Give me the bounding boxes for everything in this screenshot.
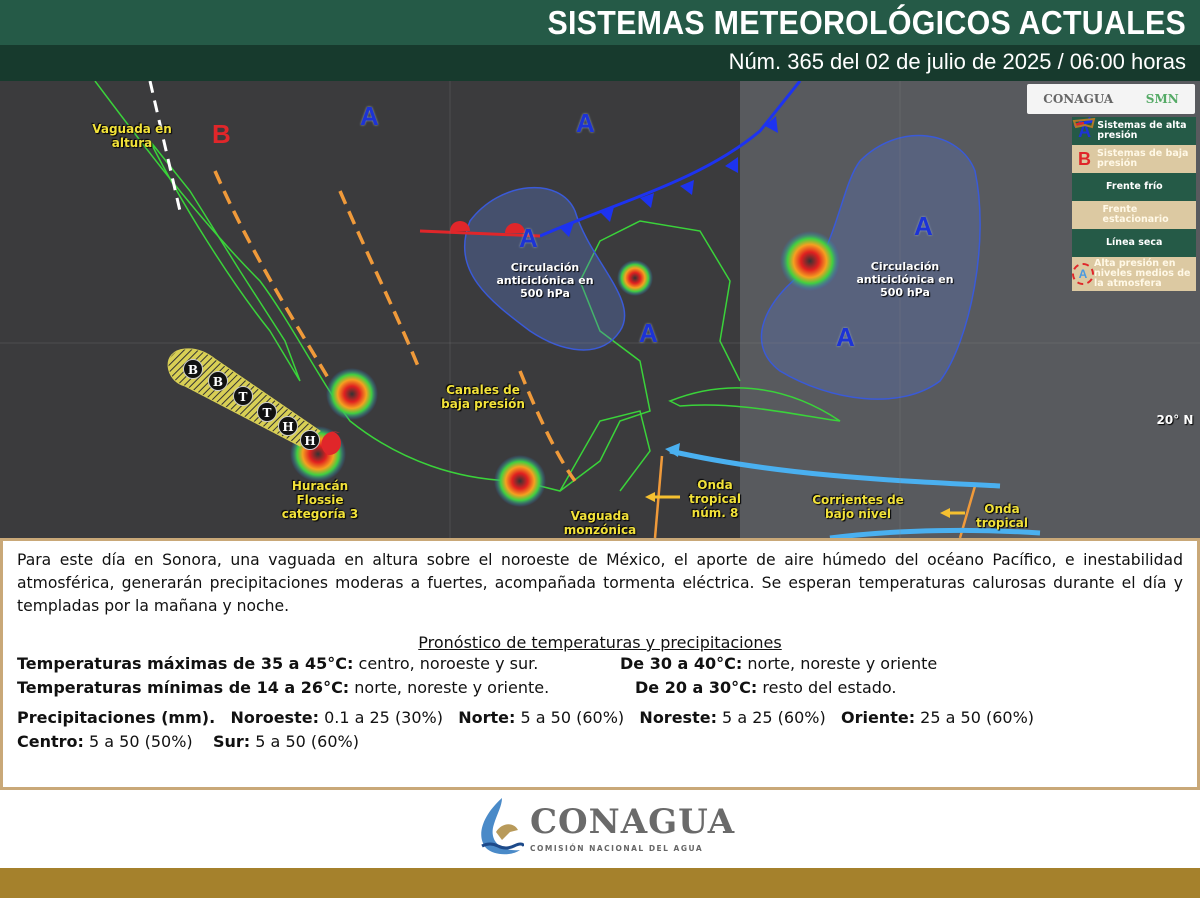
forecast-title: Pronóstico de temperaturas y precipitaci…	[418, 633, 782, 652]
map-overlay	[0, 81, 1200, 538]
footer: CONAGUA COMISIÓN NACIONAL DEL AGUA	[0, 790, 1200, 868]
hurricane-icon	[321, 431, 342, 456]
min-temperature-row: Temperaturas mínimas de 14 a 26°C: norte…	[17, 676, 1183, 700]
label-hurricane: Huracán Flossie categoría 3	[281, 479, 359, 521]
legend-label: Línea seca	[1106, 237, 1163, 248]
title-bar: SISTEMAS METEOROLÓGICOS ACTUALES	[0, 0, 1200, 45]
bulletin-number-date: Núm. 365 del 02 de julio de 2025 / 06:00…	[728, 49, 1186, 74]
anticyclone-area-west	[464, 186, 626, 351]
region-name: Noroeste:	[230, 708, 319, 727]
legend-label: Sistemas de baja presión	[1096, 148, 1189, 169]
low-pressure-channel-1	[213, 170, 332, 382]
cuba	[668, 387, 841, 422]
tmax-value2: norte, noreste y oriente	[742, 654, 938, 673]
region-name: Sur:	[213, 732, 251, 751]
baja-california	[149, 140, 301, 382]
legend-label: Frente frío	[1106, 181, 1163, 192]
legend-item-low: B Sistemas de baja presión	[1072, 145, 1196, 173]
max-temperature-row: Temperaturas máximas de 35 a 45°C: centr…	[17, 652, 1183, 676]
tmin-label2: De 20 a 30°C:	[635, 678, 758, 697]
stationary-front	[419, 229, 541, 238]
high-pressure-symbol: A	[519, 223, 538, 253]
agency-logos: CONAGUA SMN	[1027, 84, 1195, 114]
convection	[617, 260, 653, 296]
high-pressure-symbol: A	[576, 108, 595, 138]
label-low-level-currents: Corrientes de bajo nivel	[812, 493, 904, 521]
label-monsoon-trough: Vaguada monzónica	[563, 509, 637, 537]
tmax-label: Temperaturas máximas de 35 a 45°C:	[17, 654, 354, 673]
low-pressure-icon: B	[1077, 149, 1091, 169]
forecast-panel: Para este día en Sonora, una vaguada en …	[0, 538, 1200, 790]
forecast-paragraph: Para este día en Sonora, una vaguada en …	[17, 551, 1183, 615]
convection	[326, 368, 378, 420]
legend-label: Alta presión en niveles medios de la atm…	[1094, 258, 1191, 289]
region-name: Noreste:	[639, 708, 717, 727]
tmax-label2: De 30 a 40°C:	[620, 654, 743, 673]
precipitation-row-2: Centro: 5 a 50 (50%) Sur: 5 a 50 (60%)	[17, 730, 1183, 754]
conagua-logo: CONAGUA	[1043, 92, 1114, 106]
monsoon-trough	[518, 370, 577, 483]
track-point: B	[183, 359, 203, 379]
conagua-emblem-icon	[481, 798, 524, 855]
tmax-value: centro, noroeste y sur.	[353, 654, 539, 673]
legend-item-mid-level-high: A Alta presión en niveles medios de la at…	[1072, 257, 1196, 291]
legend-label: Frente estacionario	[1102, 204, 1169, 225]
region-value: 5 a 25 (60%)	[716, 708, 826, 727]
track-point: T	[233, 386, 253, 406]
high-pressure-symbol: A	[836, 322, 855, 352]
region-name: Centro:	[17, 732, 84, 751]
page-title: SISTEMAS METEOROLÓGICOS ACTUALES	[547, 4, 1186, 41]
region-name: Norte:	[458, 708, 516, 727]
precip-label: Precipitaciones (mm).	[17, 708, 216, 727]
latitude-label: 20° N	[1156, 413, 1194, 427]
high-pressure-symbol: A	[639, 318, 658, 348]
precipitation-row: Precipitaciones (mm). Noroeste: 0.1 a 25…	[17, 706, 1183, 730]
region-value: 5 a 50 (60%)	[515, 708, 625, 727]
footer-logo-subtitle: COMISIÓN NACIONAL DEL AGUA	[530, 843, 704, 853]
low-level-current	[669, 448, 1001, 489]
high-pressure-symbol: A	[360, 101, 379, 131]
legend-item-dry-line: Línea seca	[1072, 117, 1196, 257]
label-upper-trough: Vaguada en altura	[92, 122, 172, 150]
yucatan	[559, 410, 651, 492]
cold-front	[539, 81, 802, 238]
upper-trough	[148, 81, 182, 212]
tmin-label: Temperaturas mínimas de 14 a 26°C:	[17, 678, 350, 697]
label-anticyclone-west: Circulación anticiclónica en 500 hPa	[496, 261, 594, 300]
legend-item-stationary-front: Frente estacionario	[1072, 117, 1196, 229]
label-tropical-wave-8: Onda tropical núm. 8	[689, 478, 741, 520]
high-pressure-symbol: A	[914, 211, 933, 241]
convection	[780, 231, 840, 291]
footer-bar	[0, 868, 1200, 898]
label-low-pressure-channels: Canales de baja presión	[441, 383, 525, 411]
track-point: H	[300, 430, 320, 450]
low-level-current	[829, 527, 1041, 538]
cold-front-triangles	[560, 116, 778, 237]
map-legend: A Sistemas de alta presión B Sistemas de b…	[1072, 117, 1196, 291]
region-value: 5 a 50 (60%)	[250, 732, 359, 751]
satellite-map: A A A A A A B B B T T H H Vaguada en alt…	[0, 81, 1200, 538]
legend-label: Sistemas de alta presión	[1097, 120, 1187, 141]
track-point: H	[278, 416, 298, 436]
region-value: 25 a 50 (60%)	[915, 708, 1035, 727]
mid-level-high-icon: A	[1072, 263, 1094, 285]
low-pressure-symbol: B	[212, 119, 231, 149]
region-name: Oriente:	[840, 708, 916, 727]
label-tropical-wave: Onda tropical	[976, 502, 1028, 530]
smn-logo: SMN	[1145, 92, 1179, 106]
label-anticyclone-east: Circulación anticiclónica en 500 hPa	[856, 260, 954, 299]
tmin-value: norte, noreste y oriente.	[349, 678, 550, 697]
tmin-value2: resto del estado.	[757, 678, 897, 697]
conagua-footer-logo: CONAGUA COMISIÓN NACIONAL DEL AGUA	[472, 796, 735, 858]
track-point: B	[208, 371, 228, 391]
subtitle-bar: Núm. 365 del 02 de julio de 2025 / 06:00…	[0, 45, 1200, 81]
convection	[494, 455, 546, 507]
region-value: 5 a 50 (50%)	[83, 732, 193, 751]
footer-logo-name: CONAGUA	[530, 801, 736, 842]
track-point: T	[257, 402, 277, 422]
low-pressure-channel-2	[338, 190, 422, 372]
legend-item-cold-front: Frente frío	[1072, 117, 1196, 201]
region-value: 0.1 a 25 (30%)	[318, 708, 443, 727]
